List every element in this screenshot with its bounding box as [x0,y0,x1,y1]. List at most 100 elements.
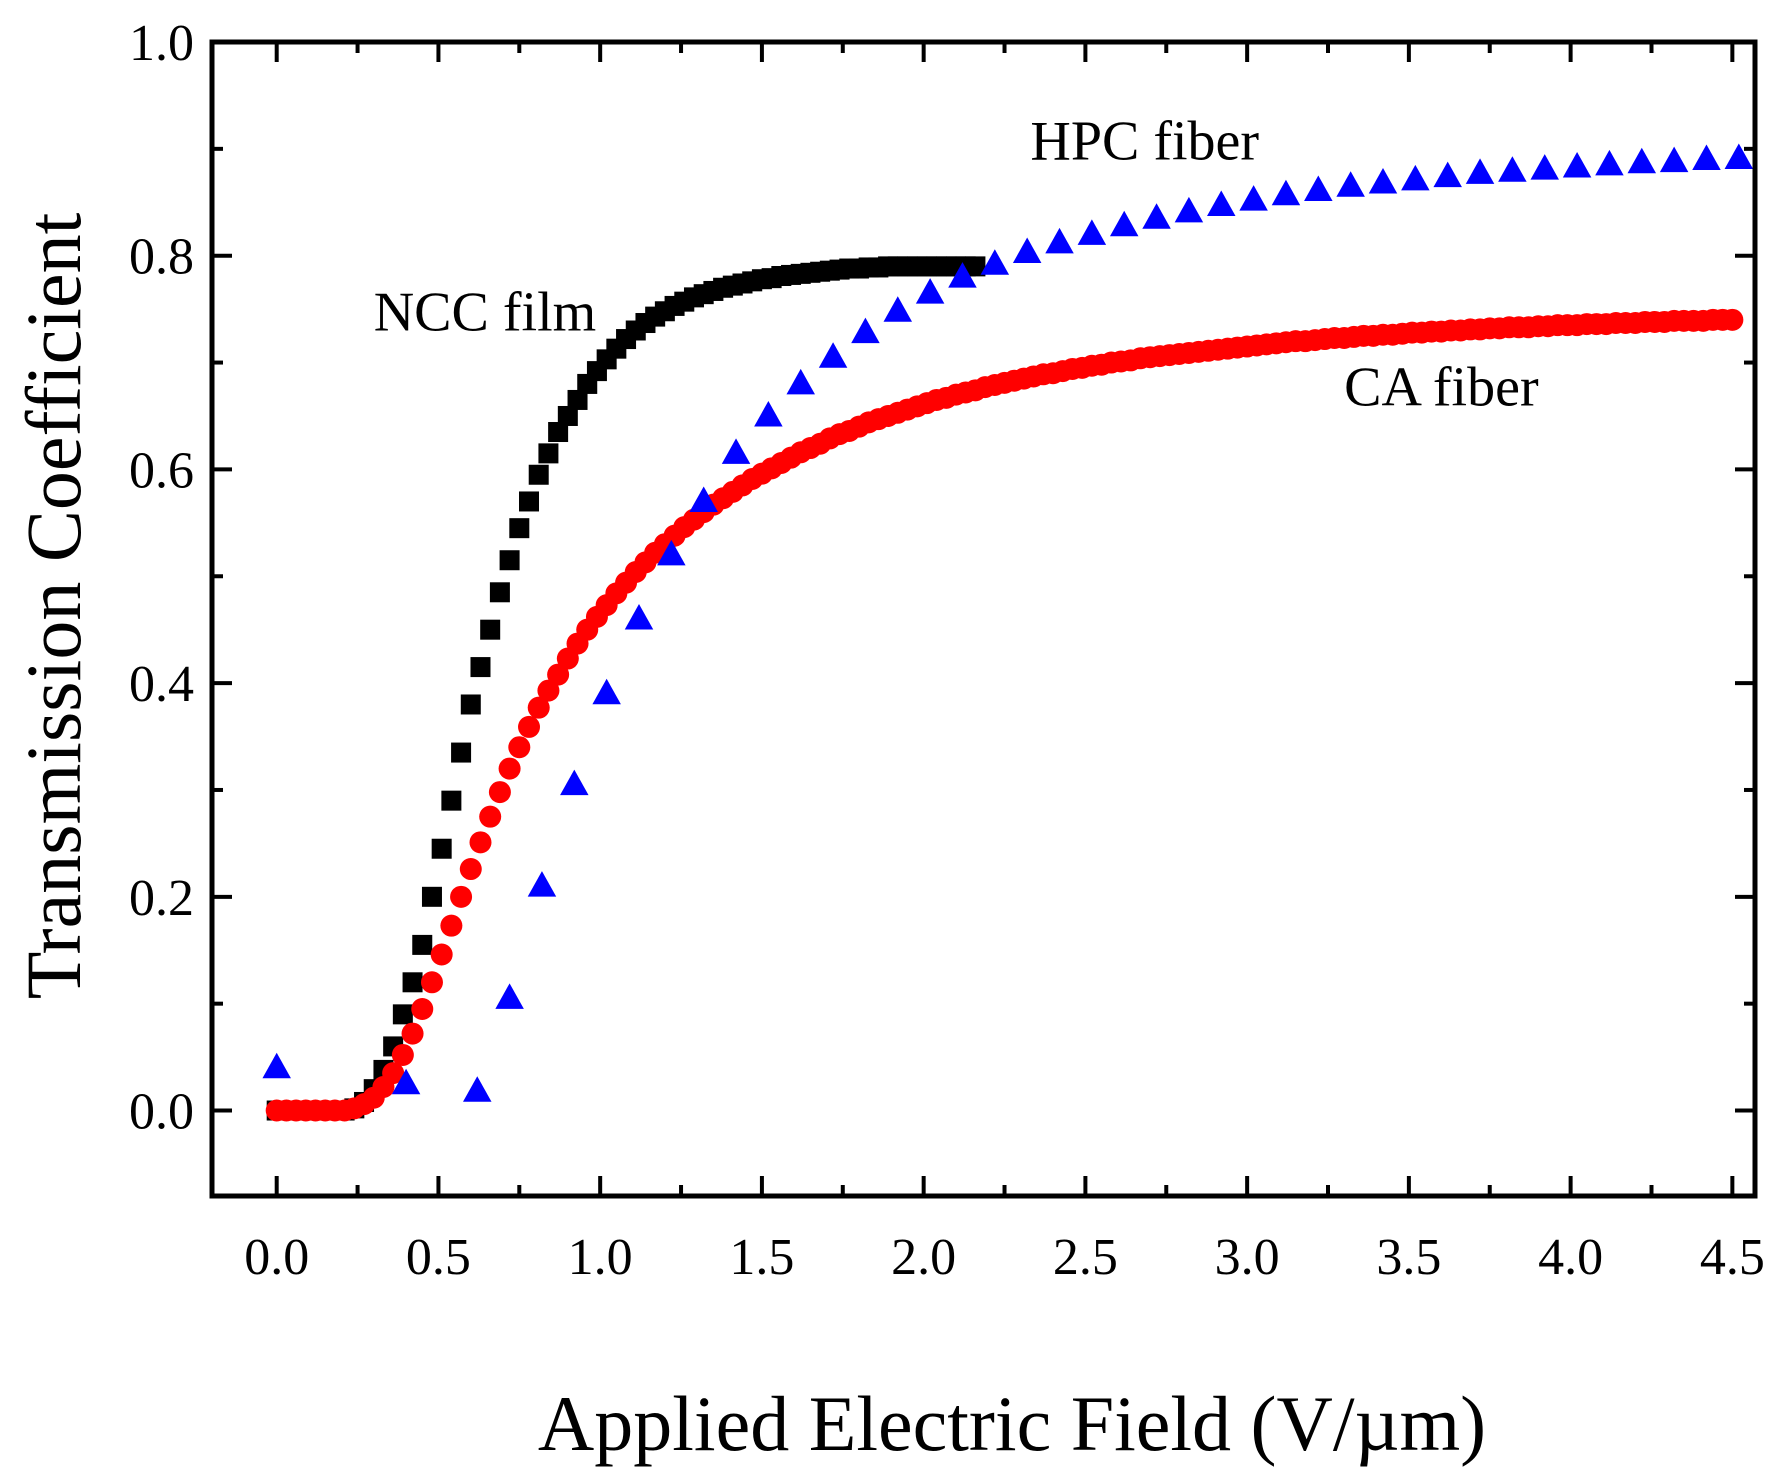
text-layer: Applied Electric Field (V/µm) Transmissi… [10,15,1765,1467]
ncc-film-point [441,790,462,811]
series-ca-fiber [265,308,1744,1122]
x-tick-label: 3.5 [1376,1229,1441,1286]
y-tick-label: 0.0 [129,1084,194,1141]
ncc-film-point [499,550,520,571]
hpc-fiber-point [1562,152,1592,178]
hpc-fiber-point [592,678,621,705]
hpc-fiber-point [1595,149,1624,176]
hpc-fiber-point [1724,143,1754,169]
x-axis-title: Applied Electric Field (V/µm) [538,1380,1486,1467]
hpc-fiber-point [1465,158,1495,184]
hpc-fiber-point [560,769,589,796]
ncc-film-point [567,389,588,410]
y-axis-title: Transmission Coefficient [10,212,97,999]
ncc-film-point [402,972,423,993]
hpc-fiber-point [721,438,751,464]
ncc-film-point [509,518,530,539]
ncc-film-point [431,838,452,859]
hpc-fiber-point [463,1076,492,1102]
ncc-film-point [557,405,578,426]
hpc-fiber-point [689,486,718,512]
ca-fiber-point [411,998,434,1021]
x-tick-label: 2.5 [1053,1229,1118,1286]
ncc-film-point [392,1004,413,1025]
hpc-fiber-point [1433,161,1462,188]
hpc-fiber-point [948,262,977,288]
ncc-film-point [538,443,559,464]
y-tick-label: 0.6 [129,442,194,499]
annotation-hpc-fiber: HPC fiber [1030,111,1259,173]
ncc-film-point [421,886,442,907]
x-tick-label: 4.5 [1700,1229,1765,1286]
ncc-film-point [412,934,433,955]
ca-fiber-point [430,943,453,966]
hpc-fiber-point [1045,227,1074,254]
x-tick-label: 2.0 [891,1229,956,1286]
axes-frame [209,39,1758,1199]
x-tick-label: 0.5 [406,1229,471,1286]
hpc-fiber-point [1012,237,1042,263]
hpc-fiber-point [754,400,783,427]
hpc-fiber-point [818,342,848,368]
y-tick-label: 0.4 [129,656,194,713]
x-tick-label: 4.0 [1538,1229,1603,1286]
ca-fiber-point [401,1022,424,1045]
hpc-fiber-point [786,368,815,395]
hpc-fiber-point [1659,146,1689,173]
hpc-fiber-point [851,317,880,344]
ca-fiber-point [469,831,492,854]
hpc-fiber-point [1336,171,1365,197]
hpc-fiber-point [1530,154,1559,180]
ncc-film-point [489,582,510,603]
x-tick-label: 1.5 [729,1229,794,1286]
x-tick-label: 0.0 [244,1229,309,1286]
hpc-fiber-point [1498,156,1527,182]
hpc-fiber-point [1142,203,1171,229]
hpc-fiber-point [1109,210,1139,237]
axes-frame-layer [209,39,1758,1199]
y-tick-label: 1.0 [129,15,194,72]
series-layer [262,143,1754,1122]
hpc-fiber-point [624,604,654,630]
hpc-fiber-point [527,871,557,897]
hpc-fiber-point [1207,190,1236,216]
hpc-fiber-point [1077,219,1107,245]
ca-fiber-point [459,858,482,881]
ncc-film-point [965,256,986,277]
ca-fiber-point [479,805,502,828]
annotation-ncc-film: NCC film [374,282,596,344]
hpc-fiber-point [1304,175,1333,202]
ncc-film-point [470,657,491,678]
ca-fiber-point [527,696,550,719]
hpc-fiber-point [391,1068,421,1095]
hpc-fiber-point [495,983,524,1009]
ca-fiber-point [440,914,463,937]
hpc-fiber-point [1692,144,1721,171]
hpc-fiber-point [1174,196,1204,223]
hpc-fiber-point [1271,179,1301,206]
ca-fiber-point [518,715,541,738]
hpc-fiber-point [1239,185,1268,211]
ncc-film-point [451,742,472,763]
hpc-fiber-point [915,278,945,304]
hpc-fiber-point [1368,168,1398,194]
ca-fiber-point [547,663,570,686]
series-hpc-fiber [262,143,1754,1102]
annotation-ca-fiber: CA fiber [1344,356,1539,418]
hpc-fiber-point [657,539,686,566]
ca-fiber-point [450,885,473,908]
ca-fiber-point [488,781,511,804]
hpc-fiber-point [980,249,1010,275]
hpc-fiber-point [1401,164,1430,191]
ca-fiber-point [1721,308,1744,331]
hpc-fiber-point [262,1052,291,1079]
y-tick-label: 0.2 [129,870,194,927]
ncc-film-point [480,619,501,640]
x-tick-label: 1.0 [568,1229,633,1286]
ca-fiber-point [382,1062,405,1085]
x-tick-label: 3.0 [1215,1229,1280,1286]
ca-fiber-point [508,736,531,759]
